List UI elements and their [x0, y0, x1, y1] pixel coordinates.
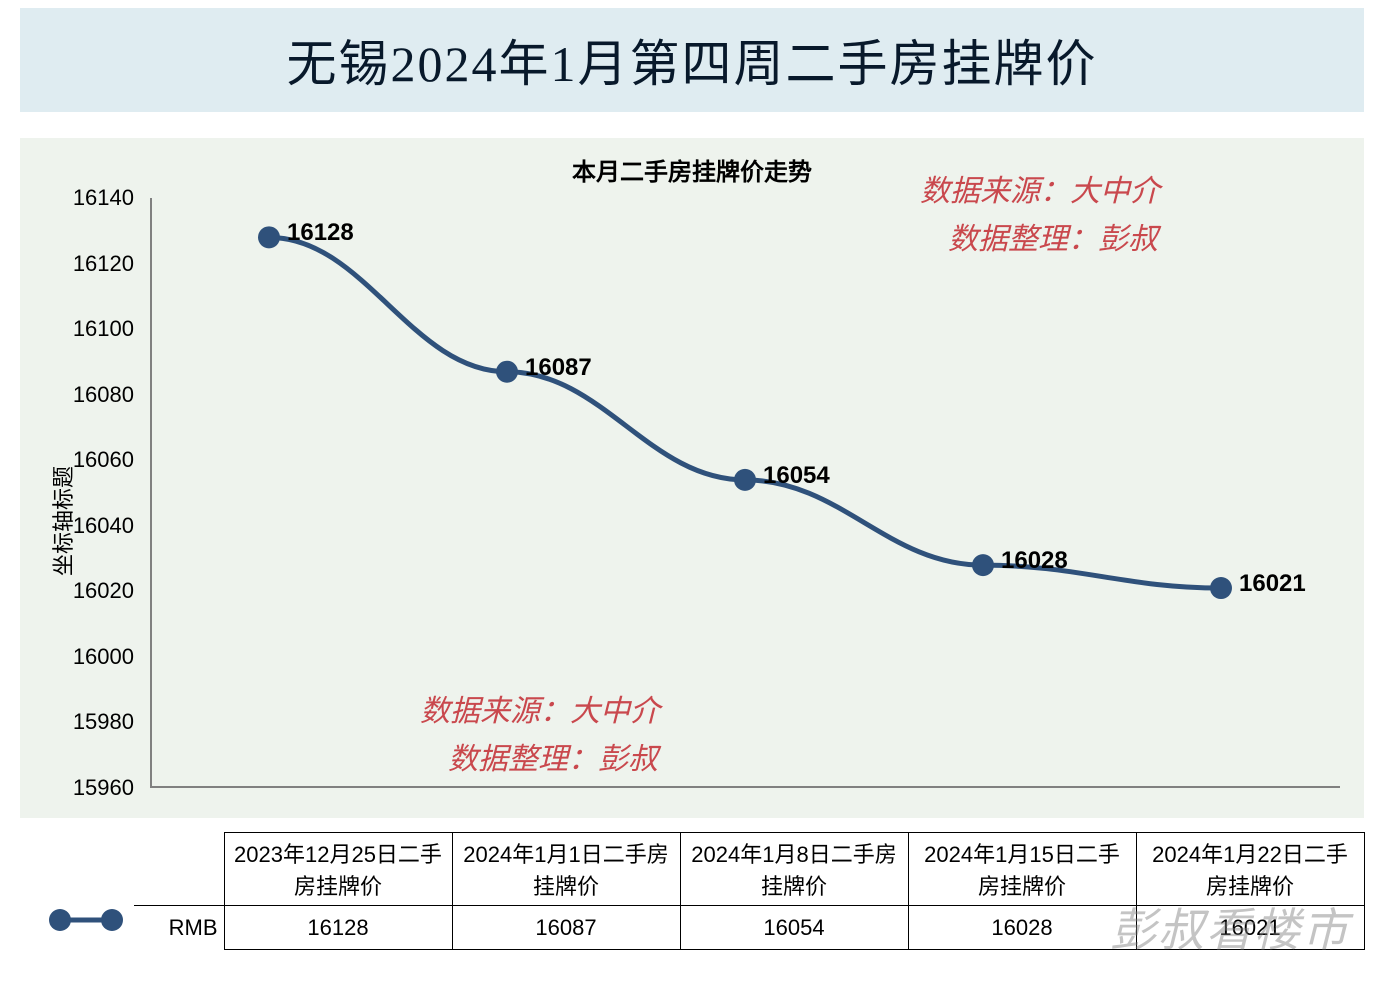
attr-compiler-value: 彭叔	[598, 743, 658, 776]
attr-source-value: 大中介	[1070, 175, 1160, 208]
table-value-cell: 16054	[680, 906, 908, 950]
data-point-label: 16021	[1239, 570, 1306, 598]
attr-source-value: 大中介	[570, 695, 660, 728]
chart-area: 本月二手房挂牌价走势 坐标轴标题 数据来源：大中介 数据整理：彭叔 159601…	[20, 138, 1364, 818]
chart-title: 本月二手房挂牌价走势	[20, 152, 1364, 187]
y-tick-label: 16120	[20, 251, 134, 277]
attr-compiler-label: 数据整理：	[948, 223, 1098, 256]
y-tick-label: 15960	[20, 775, 134, 801]
attribution-lower: 数据来源：大中介 数据整理：彭叔	[420, 688, 660, 784]
watermark: 彭叔看楼市	[1110, 894, 1350, 960]
y-tick-label: 16040	[20, 513, 134, 539]
page-title: 无锡2024年1月第四周二手房挂牌价	[20, 8, 1364, 112]
attr-compiler-value: 彭叔	[1098, 223, 1158, 256]
y-tick-label: 16100	[20, 316, 134, 342]
data-point-label: 16087	[525, 354, 592, 382]
data-point-label: 16028	[1001, 547, 1068, 575]
y-tick-label: 15980	[20, 709, 134, 735]
attr-source-label: 数据来源：	[920, 175, 1070, 208]
table-value-cell: 16028	[908, 906, 1136, 950]
y-tick-label: 16060	[20, 447, 134, 473]
attr-compiler-label: 数据整理：	[448, 743, 598, 776]
y-tick-label: 16140	[20, 185, 134, 211]
data-point-label: 16128	[287, 219, 354, 247]
table-value-cell: 16128	[224, 906, 452, 950]
page-root: 无锡2024年1月第四周二手房挂牌价 本月二手房挂牌价走势 坐标轴标题 数据来源…	[0, 8, 1384, 996]
legend-label-cell: RMB	[134, 906, 224, 950]
y-tick-label: 16000	[20, 644, 134, 670]
table-corner-cell	[134, 833, 224, 906]
data-point-label: 16054	[763, 462, 830, 490]
table-value-cell: 16087	[452, 906, 680, 950]
y-tick-label: 16020	[20, 578, 134, 604]
table-header-cell: 2023年12月25日二手房挂牌价	[224, 833, 452, 906]
line-series	[150, 198, 1340, 788]
table-header-cell: 2024年1月8日二手房挂牌价	[680, 833, 908, 906]
attribution-upper: 数据来源：大中介 数据整理：彭叔	[920, 168, 1160, 264]
y-tick-label: 16080	[20, 382, 134, 408]
table-header-cell: 2024年1月1日二手房挂牌价	[452, 833, 680, 906]
attr-source-label: 数据来源：	[420, 695, 570, 728]
legend-sample	[46, 900, 136, 944]
table-header-cell: 2024年1月15日二手房挂牌价	[908, 833, 1136, 906]
